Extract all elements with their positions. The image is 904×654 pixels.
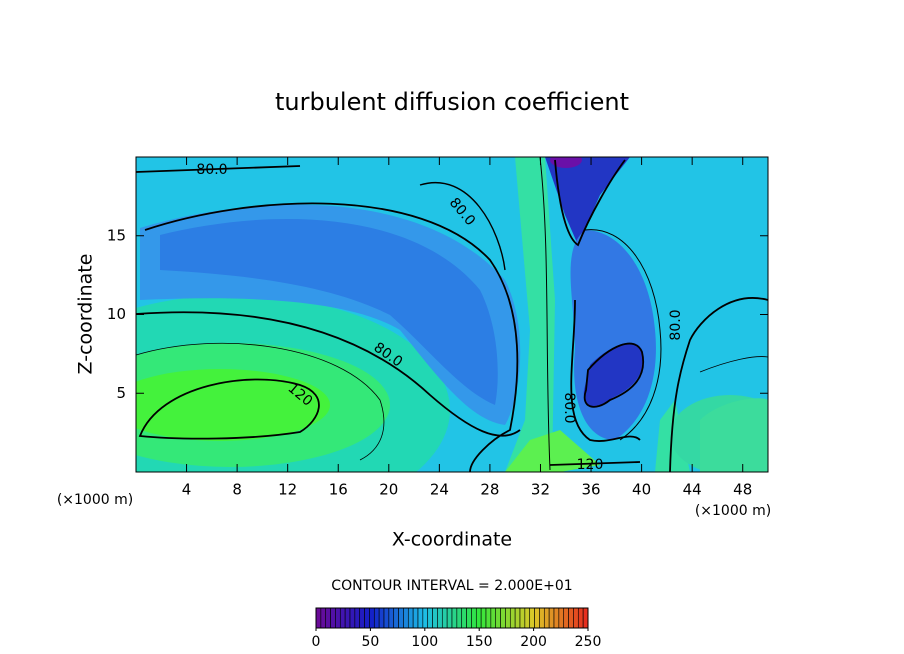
colorbar-tick-label: 200	[520, 634, 547, 650]
colorbar-swatch	[344, 607, 351, 629]
x-tick-label: 32	[531, 481, 550, 499]
x-tick-label: 48	[733, 481, 752, 499]
colorbar-swatch	[495, 607, 501, 629]
colorbar-swatch	[335, 607, 341, 629]
x-tick-label: 28	[480, 481, 499, 499]
x-tick-label: 16	[329, 481, 348, 499]
colorbar-swatch	[534, 607, 540, 629]
colorbar-swatch	[388, 607, 395, 629]
colorbar-swatch	[349, 607, 356, 629]
colorbar-swatch	[339, 607, 346, 629]
colorbar-swatch	[553, 607, 560, 629]
colorbar-swatch	[373, 607, 380, 629]
colorbar-swatch	[573, 607, 579, 629]
colorbar-swatch	[490, 607, 497, 629]
x-tick-label: 36	[581, 481, 600, 499]
colorbar-swatch	[524, 607, 531, 629]
y-tick-label: 10	[107, 305, 126, 323]
colorbar-swatch	[359, 607, 365, 629]
colorbar-swatch	[393, 607, 399, 629]
colorbar-swatch	[417, 607, 424, 629]
x-tick-label: 44	[683, 481, 702, 499]
colorbar-tick-label: 100	[411, 634, 438, 650]
y-tick-label: 15	[107, 226, 126, 244]
x-axis-label: X-coordinate	[392, 529, 512, 551]
colorbar-swatch	[485, 607, 492, 629]
x-unit-label: (×1000 m)	[57, 492, 133, 508]
colorbar-swatch	[548, 607, 555, 629]
x-unit-label: (×1000 m)	[695, 503, 771, 519]
colorbar-swatch	[354, 607, 361, 629]
contour-field	[136, 157, 768, 472]
colorbar-swatch	[437, 607, 443, 629]
contour-interval: CONTOUR INTERVAL = 2.000E+01	[331, 578, 572, 594]
colorbar-tick-label: 250	[575, 634, 602, 650]
colorbar-swatch	[456, 607, 463, 629]
y-tick-label: 5	[116, 384, 126, 402]
colorbar-swatch	[509, 607, 516, 629]
colorbar-swatch	[466, 607, 472, 629]
colorbar-swatch	[519, 607, 526, 629]
colorbar-swatch	[475, 607, 482, 629]
colorbar-swatch	[529, 607, 535, 629]
colorbar-swatch	[320, 607, 327, 629]
colorbar-swatch	[500, 607, 506, 629]
colorbar-swatch	[407, 607, 414, 629]
colorbar-swatch	[315, 607, 322, 629]
colorbar-swatch	[505, 607, 511, 629]
colorbar-swatch	[412, 607, 419, 629]
contour-label: 80.0	[561, 392, 577, 423]
colorbar-swatch	[403, 607, 409, 629]
colorbar-swatch	[461, 607, 467, 629]
colorbar-swatch	[364, 607, 370, 629]
colorbar-swatch	[441, 607, 448, 629]
colorbar-swatch	[383, 607, 390, 629]
colorbar-frame	[315, 607, 589, 629]
colorbar-swatch	[514, 607, 521, 629]
colorbar-swatch	[378, 607, 385, 629]
contour-label: 120	[577, 457, 604, 473]
colorbar-swatch	[422, 607, 429, 629]
colorbar-tick-label: 50	[361, 634, 379, 650]
x-tick-label: 24	[430, 481, 449, 499]
x-tick-label: 40	[632, 481, 651, 499]
colorbar-swatch	[480, 607, 487, 629]
colorbar-swatch	[325, 607, 331, 629]
colorbar-swatch	[577, 607, 584, 629]
colorbar-swatch	[432, 607, 438, 629]
contour-label: 80.0	[668, 309, 684, 340]
x-tick-label: 20	[379, 481, 398, 499]
y-axis-label: Z-coordinate	[75, 254, 97, 375]
colorbar-swatch	[446, 607, 453, 629]
colorbar-tick-label: 0	[312, 634, 321, 650]
colorbar-swatch	[398, 607, 404, 629]
colorbar-swatch	[582, 607, 589, 629]
contour-label: 80.0	[196, 162, 227, 178]
colorbar-swatch	[558, 607, 565, 629]
colorbar-swatch	[539, 607, 545, 629]
colorbar-swatch	[471, 607, 477, 629]
colorbar-tick-label: 150	[466, 634, 493, 650]
contour-lines	[136, 157, 768, 472]
colorbar-swatch	[330, 607, 336, 629]
colorbar-swatch	[427, 607, 433, 629]
x-tick-label: 12	[278, 481, 297, 499]
x-tick-label: 8	[232, 481, 242, 499]
colorbar-swatch	[369, 607, 375, 629]
colorbar-swatch	[563, 607, 569, 629]
colorbar-swatch	[568, 607, 574, 629]
x-tick-label: 4	[182, 481, 192, 499]
chart-title: turbulent diffusion coefficient	[275, 88, 629, 116]
colorbar-swatch	[543, 607, 550, 629]
colorbar-swatch	[451, 607, 458, 629]
